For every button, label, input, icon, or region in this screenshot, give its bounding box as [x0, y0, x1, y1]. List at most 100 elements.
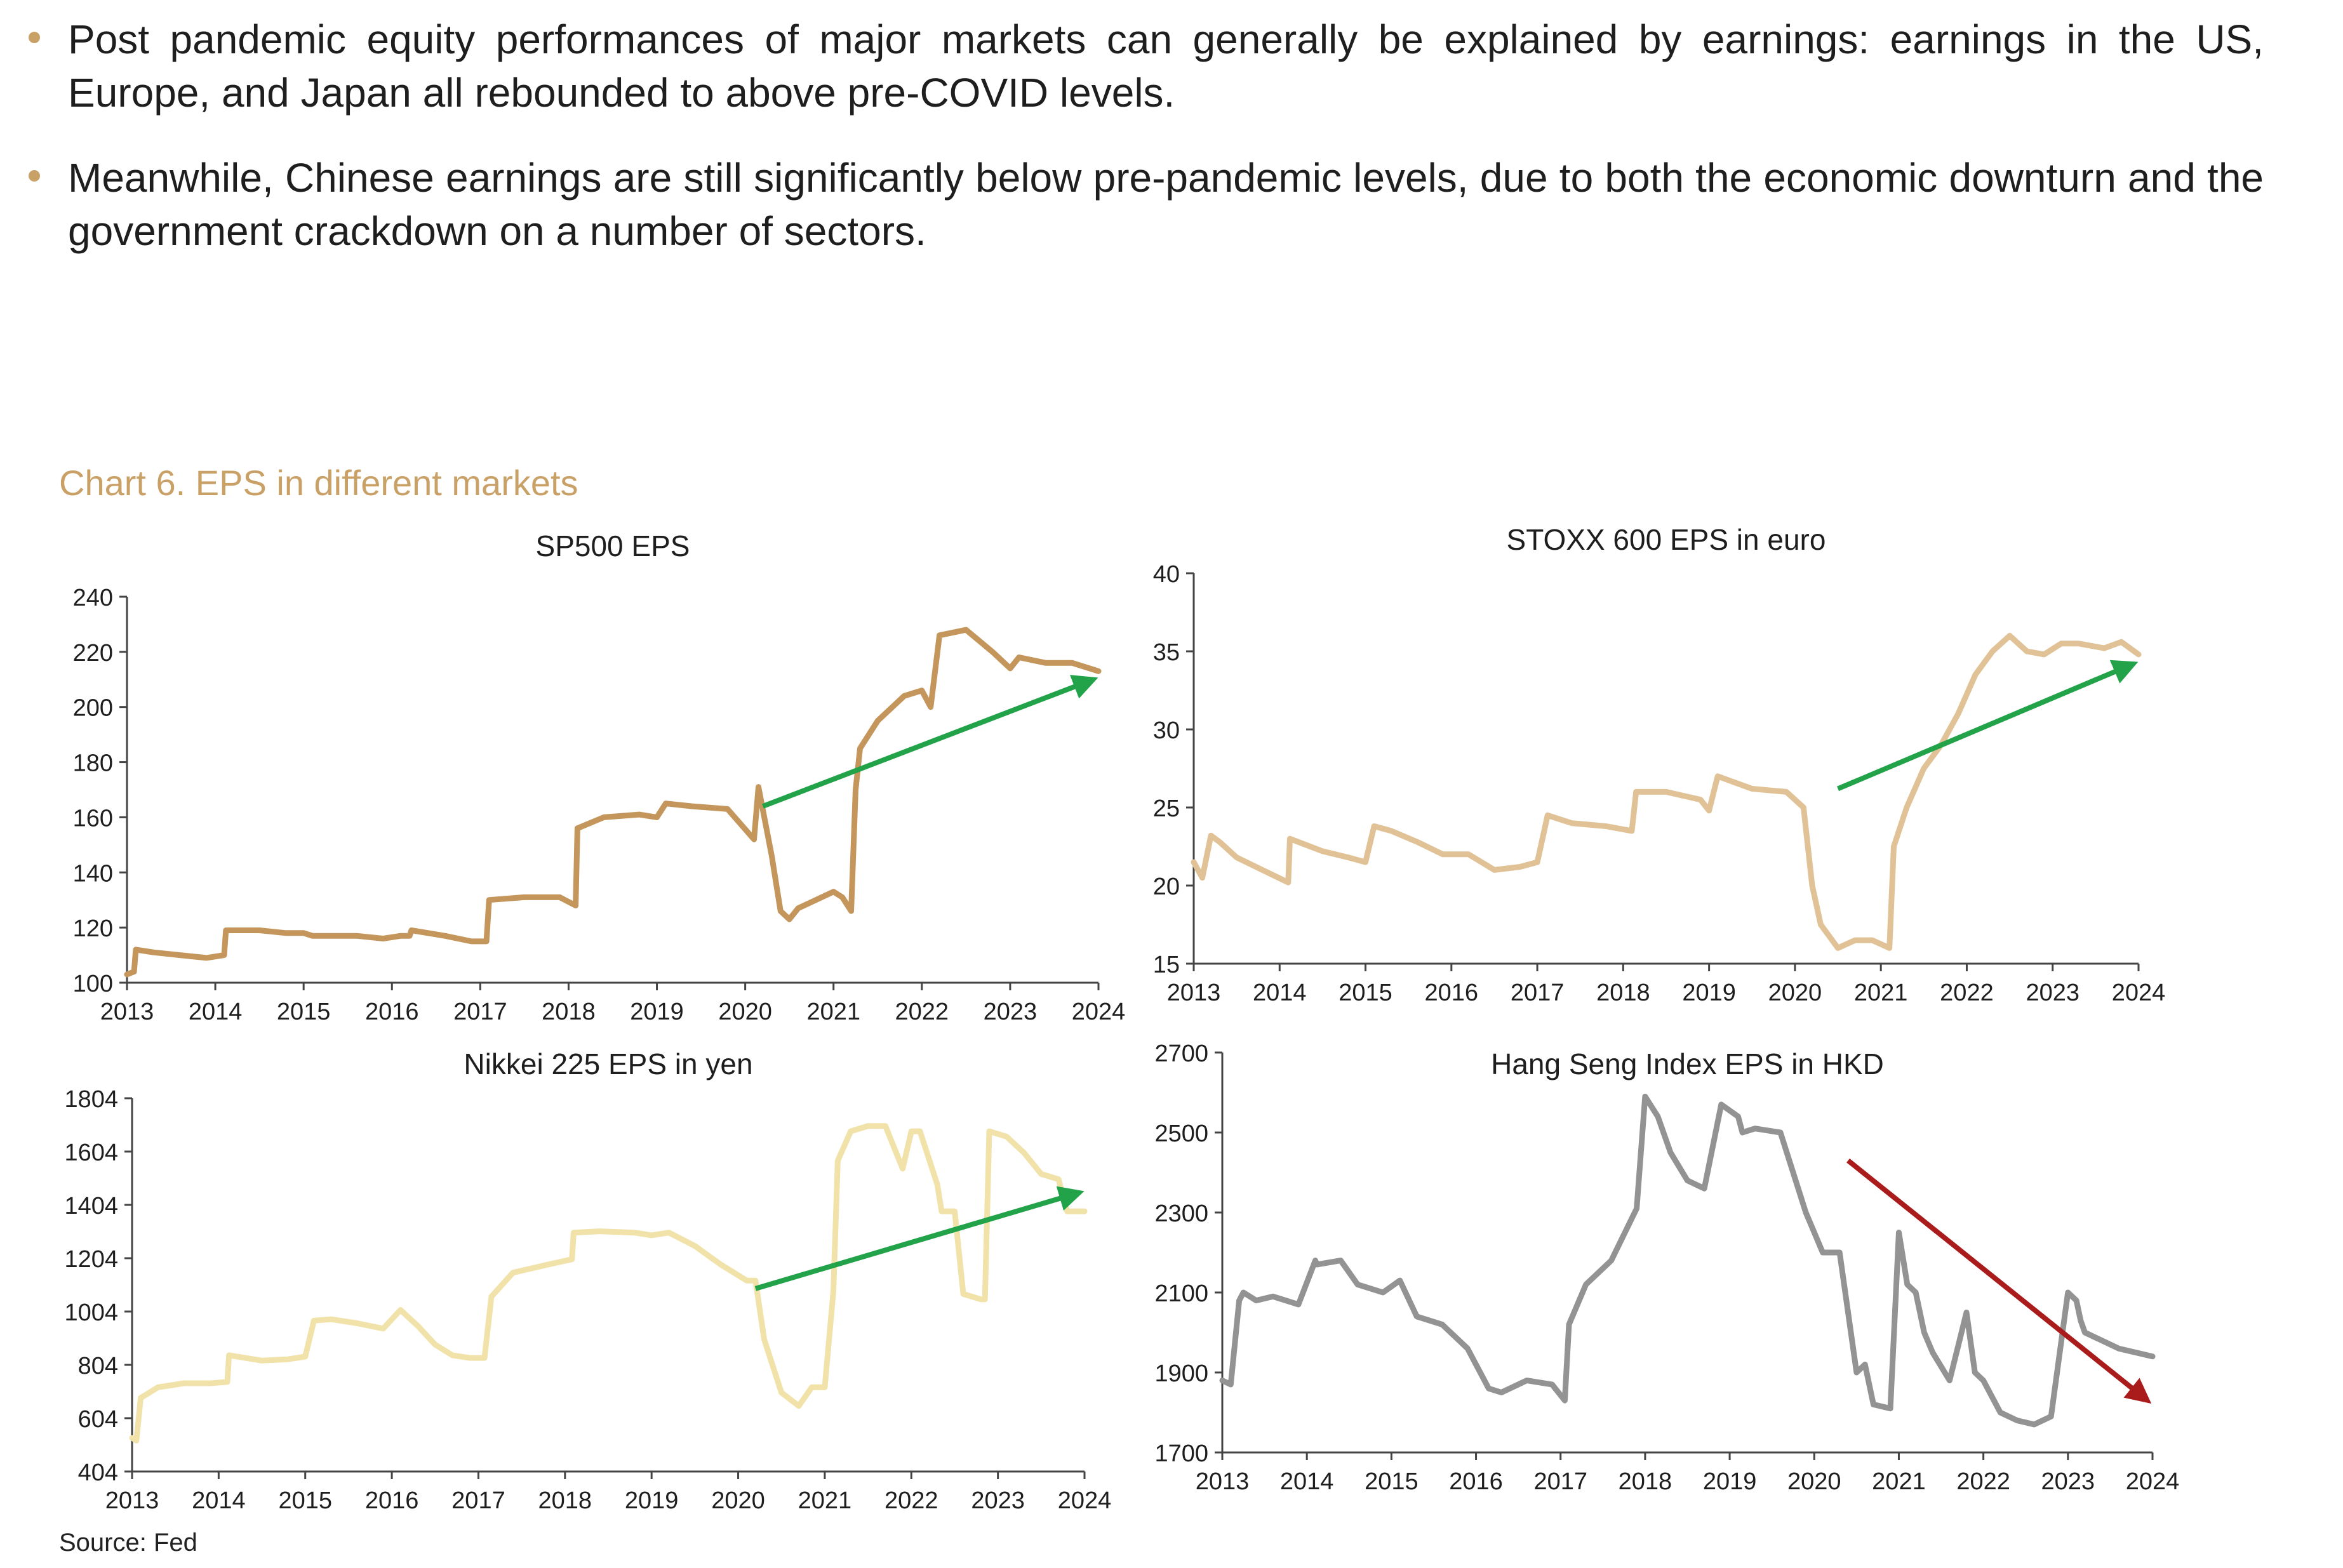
- y-tick-label: 2700: [1154, 1040, 1208, 1067]
- y-tick-label: 100: [73, 971, 113, 997]
- y-tick-label: 40: [1153, 561, 1180, 588]
- x-tick-label: 2019: [625, 1487, 679, 1514]
- y-tick-label: 180: [73, 750, 113, 777]
- bullet-dot-icon: [29, 170, 40, 182]
- y-tick-label: 120: [73, 915, 113, 942]
- trend-arrow: [1846, 1158, 2152, 1404]
- x-tick-label: 2022: [895, 999, 949, 1025]
- y-tick-label: 15: [1153, 952, 1180, 978]
- x-tick-label: 2024: [2126, 1468, 2180, 1495]
- x-tick-label: 2020: [1787, 1468, 1841, 1495]
- y-tick-label: 140: [73, 860, 113, 887]
- x-tick-label: 2021: [1872, 1468, 1926, 1495]
- x-tick-label: 2015: [1338, 980, 1392, 1006]
- x-tick-label: 2015: [277, 999, 331, 1025]
- y-tick-label: 25: [1153, 795, 1180, 822]
- x-tick-label: 2024: [1058, 1487, 1112, 1514]
- y-tick-label: 200: [73, 695, 113, 722]
- x-tick-label: 2018: [538, 1487, 592, 1514]
- y-tick-label: 1604: [64, 1139, 118, 1166]
- y-tick-label: 1004: [64, 1299, 118, 1326]
- trend-arrow: [762, 675, 1098, 809]
- series-line: [1191, 632, 2142, 951]
- x-tick-label: 2014: [189, 999, 243, 1025]
- x-tick-label: 2023: [2026, 980, 2079, 1006]
- series-line: [129, 1123, 1088, 1444]
- y-tick-label: 30: [1153, 717, 1180, 744]
- x-tick-label: 2016: [1425, 980, 1479, 1006]
- x-tick-label: 2021: [798, 1487, 852, 1514]
- x-tick-label: 2024: [1072, 999, 1126, 1025]
- x-tick-label: 2021: [806, 999, 860, 1025]
- bullet-list: Post pandemic equity performances of maj…: [29, 13, 2264, 289]
- x-tick-label: 2022: [884, 1487, 938, 1514]
- x-tick-label: 2013: [105, 1487, 159, 1514]
- x-tick-label: 2017: [1533, 1468, 1587, 1495]
- bullet-dot-icon: [29, 32, 40, 43]
- bullet-item: Post pandemic equity performances of maj…: [29, 13, 2264, 119]
- y-tick-label: 804: [78, 1353, 118, 1379]
- x-tick-label: 2017: [453, 999, 507, 1025]
- chart-title: Hang Seng Index EPS in HKD: [1491, 1047, 1884, 1080]
- x-tick-label: 2018: [1596, 980, 1650, 1006]
- chart-title: STOXX 600 EPS in euro: [1507, 523, 1826, 556]
- bullet-text: Meanwhile, Chinese earnings are still si…: [68, 155, 2264, 254]
- y-tick-label: 604: [78, 1406, 118, 1433]
- x-tick-label: 2014: [1253, 980, 1307, 1006]
- x-tick-label: 2022: [1940, 980, 1994, 1006]
- x-tick-label: 2019: [1703, 1468, 1757, 1495]
- x-tick-label: 2016: [365, 1487, 419, 1514]
- x-tick-label: 2020: [718, 999, 772, 1025]
- chart-hangseng-eps: Hang Seng Index EPS in HKD 1700 1900 2100 23…: [1154, 1040, 2180, 1495]
- y-tick-label: 220: [73, 640, 113, 667]
- x-tick-label: 2018: [1619, 1468, 1672, 1495]
- bullet-text: Post pandemic equity performances of maj…: [68, 17, 2264, 116]
- series-line: [1219, 1093, 2156, 1428]
- x-tick-label: 2018: [542, 999, 596, 1025]
- x-tick-label: 2020: [1768, 980, 1822, 1006]
- trend-arrow: [754, 1186, 1085, 1291]
- y-tick-label: 1804: [64, 1086, 118, 1113]
- chart-nikkei225-eps: Nikkei 225 EPS in yen 404 604 804 1004 1204 14…: [64, 1047, 1112, 1514]
- chart-sp500-eps: SP500 EPS 100 120 140 160 180 200 220 240 2013 201…: [73, 529, 1126, 1025]
- y-tick-label: 404: [78, 1459, 118, 1486]
- x-tick-label: 2019: [630, 999, 684, 1025]
- x-tick-label: 2015: [278, 1487, 332, 1514]
- y-tick-label: 2100: [1154, 1280, 1208, 1307]
- x-tick-label: 2023: [984, 999, 1038, 1025]
- y-tick-label: 2300: [1154, 1200, 1208, 1227]
- x-tick-label: 2013: [100, 999, 154, 1025]
- x-tick-label: 2024: [2112, 980, 2166, 1006]
- y-tick-label: 2500: [1154, 1120, 1208, 1147]
- x-tick-label: 2017: [451, 1487, 505, 1514]
- source-note: Source: Fed: [59, 1529, 197, 1557]
- y-tick-label: 240: [73, 585, 113, 611]
- chart-title: Nikkei 225 EPS in yen: [464, 1047, 752, 1080]
- chart-title: SP500 EPS: [536, 529, 690, 562]
- x-tick-label: 2023: [2041, 1468, 2095, 1495]
- chart-stoxx600-eps: STOXX 600 EPS in euro 15 20 25 30 35 40 2013 201…: [1153, 523, 2166, 1006]
- trend-arrow: [1836, 660, 2139, 792]
- x-tick-label: 2021: [1854, 980, 1908, 1006]
- y-tick-label: 1900: [1154, 1360, 1208, 1387]
- bullet-item: Meanwhile, Chinese earnings are still si…: [29, 151, 2264, 258]
- x-tick-label: 2019: [1682, 980, 1736, 1006]
- y-tick-label: 20: [1153, 874, 1180, 900]
- y-tick-label: 1204: [64, 1246, 118, 1273]
- y-tick-label: 1404: [64, 1193, 118, 1219]
- x-tick-label: 2014: [192, 1487, 246, 1514]
- y-tick-label: 35: [1153, 639, 1180, 666]
- x-tick-label: 2017: [1511, 980, 1565, 1006]
- x-tick-label: 2013: [1167, 980, 1221, 1006]
- x-tick-label: 2016: [1449, 1468, 1503, 1495]
- y-tick-label: 1700: [1154, 1440, 1208, 1467]
- chart-heading: Chart 6. EPS in different markets: [59, 463, 578, 503]
- x-tick-label: 2023: [971, 1487, 1025, 1514]
- x-tick-label: 2020: [711, 1487, 765, 1514]
- x-tick-label: 2013: [1196, 1468, 1250, 1495]
- x-tick-label: 2022: [1956, 1468, 2010, 1495]
- series-line: [124, 627, 1102, 978]
- y-tick-label: 160: [73, 805, 113, 832]
- x-tick-label: 2014: [1280, 1468, 1334, 1495]
- x-tick-label: 2016: [365, 999, 419, 1025]
